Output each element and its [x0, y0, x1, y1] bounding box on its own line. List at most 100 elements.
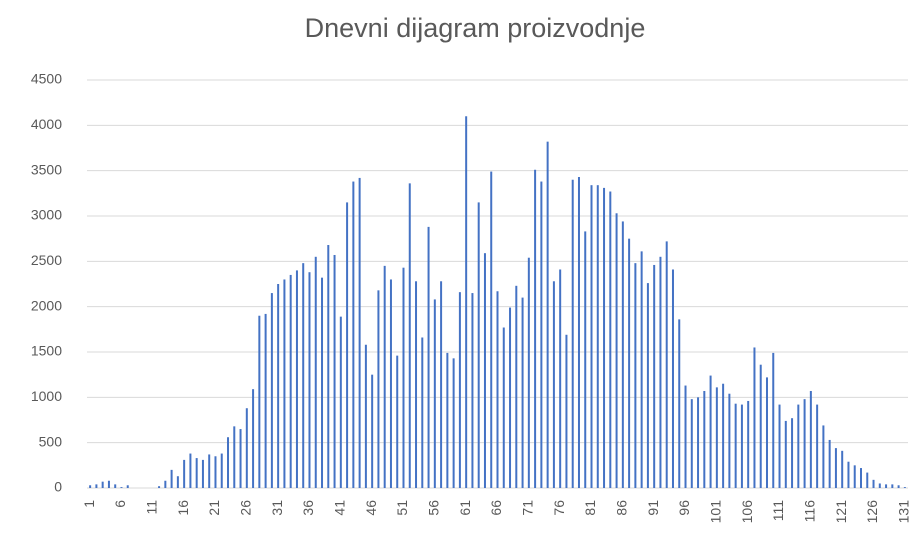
bar [665, 241, 668, 488]
bar [903, 487, 906, 488]
bar [252, 389, 255, 488]
bar [565, 334, 568, 488]
bar [772, 352, 775, 488]
bar [477, 202, 480, 488]
bar [728, 393, 731, 488]
bar [208, 454, 211, 488]
bar [822, 425, 825, 488]
bar [878, 483, 881, 488]
bar [321, 277, 324, 488]
bar [89, 485, 92, 488]
bar [527, 257, 530, 488]
bar [220, 453, 223, 488]
bar [722, 383, 725, 488]
bar [201, 459, 204, 488]
bar [590, 185, 593, 488]
bar [270, 293, 273, 488]
bar [515, 285, 518, 488]
bar [653, 264, 656, 488]
x-tick-label: 16 [175, 500, 191, 516]
bar [358, 177, 361, 489]
x-tick-label: 121 [833, 500, 849, 524]
bar [440, 281, 443, 488]
bar [264, 313, 267, 488]
bar [176, 476, 179, 488]
bar [615, 213, 618, 488]
y-tick-label: 2500 [31, 252, 62, 268]
bar [747, 400, 750, 488]
bar [584, 231, 587, 488]
y-tick-label: 0 [54, 479, 62, 495]
bar [421, 337, 424, 488]
bar [227, 437, 230, 488]
bar [671, 269, 674, 488]
bar [765, 377, 768, 488]
bar [759, 364, 762, 488]
x-tick-label: 31 [269, 500, 285, 516]
bar [490, 171, 493, 488]
x-tick-label: 66 [488, 500, 504, 516]
x-tick-label: 71 [520, 500, 536, 516]
y-tick-label: 1500 [31, 343, 62, 359]
x-tick-label: 36 [300, 500, 316, 516]
bar [333, 254, 336, 488]
bar [596, 185, 599, 488]
x-tick-label: 96 [676, 500, 692, 516]
bar [828, 439, 831, 488]
bar [277, 284, 280, 488]
bar [233, 426, 236, 488]
bar [809, 390, 812, 488]
bar [283, 279, 286, 488]
bar [502, 327, 505, 488]
bar [891, 484, 894, 488]
bar [95, 484, 98, 488]
bar [885, 484, 888, 488]
bar [433, 299, 436, 488]
bar [552, 281, 555, 488]
bar [496, 291, 499, 488]
bar [640, 251, 643, 488]
bar [509, 307, 512, 488]
bar [120, 487, 123, 488]
x-tick-label: 116 [802, 500, 818, 523]
bar [364, 344, 367, 488]
bar [101, 481, 104, 488]
bar [609, 191, 612, 488]
bar [634, 263, 637, 488]
bar [897, 485, 900, 488]
x-tick-label: 111 [770, 500, 786, 521]
x-tick-label: 91 [645, 500, 661, 516]
bar [715, 387, 718, 488]
bar [195, 458, 198, 488]
bar [534, 169, 537, 488]
bar [853, 465, 856, 488]
bar [678, 319, 681, 488]
bar [791, 418, 794, 488]
x-tick-label: 11 [144, 500, 160, 515]
bar [446, 352, 449, 488]
bar [546, 141, 549, 489]
bar [339, 316, 342, 488]
x-tick-label: 41 [332, 500, 348, 516]
bar [778, 404, 781, 488]
bar [415, 281, 418, 488]
x-tick-label: 76 [551, 500, 567, 516]
x-tick-label: 86 [614, 500, 630, 516]
bar [703, 390, 706, 488]
bar [289, 274, 292, 488]
bar [377, 290, 380, 488]
bar [521, 297, 524, 488]
bar [189, 453, 192, 488]
bar [214, 456, 217, 488]
bar [383, 265, 386, 488]
bar [866, 472, 869, 488]
bar [352, 181, 355, 488]
x-tick-label: 56 [426, 500, 442, 516]
x-tick-label: 51 [394, 500, 410, 516]
y-tick-label: 4000 [31, 116, 62, 132]
bar [170, 469, 173, 488]
bar [559, 269, 562, 488]
bar [659, 256, 662, 488]
bar [577, 177, 580, 488]
x-tick-label: 1 [81, 500, 97, 508]
